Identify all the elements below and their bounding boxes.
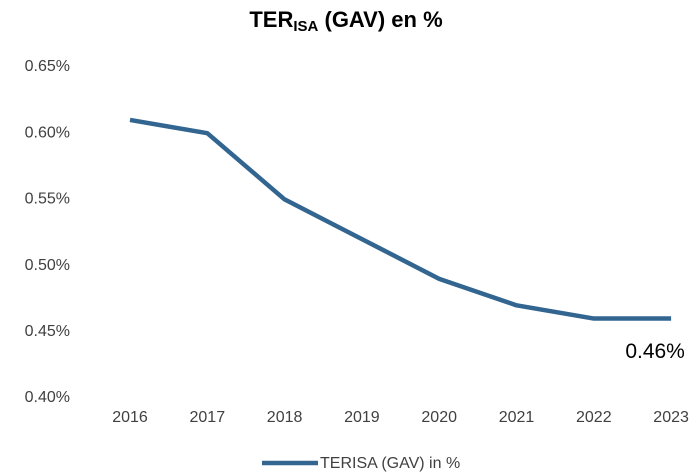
y-tick-label: 0.55% xyxy=(25,191,70,208)
y-tick-label: 0.50% xyxy=(25,257,70,274)
x-tick-label: 2021 xyxy=(499,409,535,426)
x-tick-label: 2018 xyxy=(267,409,303,426)
x-tick-label: 2017 xyxy=(190,409,226,426)
x-tick-label: 2023 xyxy=(653,409,689,426)
y-tick-label: 0.40% xyxy=(25,389,70,406)
title-main: TER xyxy=(249,7,293,32)
title-tail: (GAV) en % xyxy=(318,7,442,32)
x-tick-label: 2020 xyxy=(421,409,457,426)
y-tick-label: 0.65% xyxy=(25,58,70,75)
title-sub: ISA xyxy=(293,18,318,35)
x-tick-label: 2022 xyxy=(576,409,612,426)
data-label: 0.46% xyxy=(625,340,685,363)
x-tick-label: 2016 xyxy=(112,409,148,426)
legend-label: TERISA (GAV) in % xyxy=(320,455,460,472)
chart-title: TERISA (GAV) en % xyxy=(249,7,442,35)
y-tick-label: 0.60% xyxy=(25,124,70,141)
x-tick-label: 2019 xyxy=(344,409,380,426)
y-tick-label: 0.45% xyxy=(25,323,70,340)
series-line xyxy=(129,117,672,321)
